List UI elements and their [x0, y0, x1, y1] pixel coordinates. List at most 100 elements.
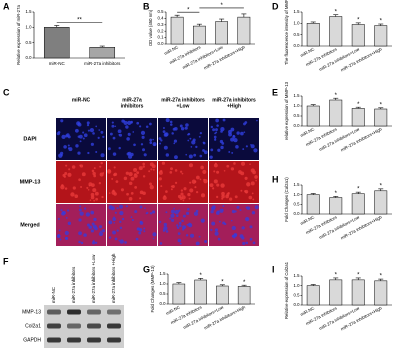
cell	[219, 139, 224, 144]
cell	[200, 218, 205, 223]
panel-label: I	[272, 264, 275, 274]
cell	[62, 210, 66, 215]
cell	[213, 179, 218, 184]
cell	[194, 186, 197, 189]
cell	[100, 153, 105, 158]
column-header: +High	[227, 103, 241, 109]
cell	[56, 234, 61, 239]
cell	[176, 214, 179, 218]
cell	[118, 239, 121, 242]
cell	[253, 148, 258, 153]
micrograph	[56, 161, 106, 203]
cell	[149, 141, 153, 145]
y-tick-label: 1.0	[294, 20, 301, 25]
cell	[119, 226, 123, 230]
x-tick-label: miR-NC	[163, 44, 179, 56]
significance-label: *	[357, 102, 360, 108]
column-header: miR-27a inhibitors +Low	[91, 254, 96, 303]
cell	[141, 135, 145, 139]
bar	[374, 190, 388, 215]
cell	[214, 137, 217, 140]
bar	[329, 279, 343, 306]
cell	[244, 121, 248, 124]
cell	[212, 187, 215, 190]
cell	[214, 228, 219, 232]
cell	[180, 189, 184, 192]
blot-band	[67, 323, 81, 329]
cell	[179, 242, 182, 245]
cell	[139, 197, 142, 200]
cell	[228, 129, 232, 134]
cell	[78, 208, 82, 212]
cell	[203, 178, 208, 184]
cell	[236, 205, 240, 209]
cell	[86, 124, 90, 127]
cell	[230, 219, 233, 222]
cell	[216, 183, 220, 187]
significance-label: *	[221, 279, 224, 285]
cell	[174, 155, 178, 160]
cell	[254, 175, 258, 179]
cell	[134, 173, 137, 176]
x-tick-label: miR-NC	[299, 46, 315, 58]
cell	[75, 128, 79, 133]
cell	[210, 228, 213, 232]
cell	[65, 217, 68, 219]
significance-label: *	[187, 7, 190, 13]
cell	[98, 182, 102, 185]
cell	[244, 190, 247, 193]
cell	[72, 186, 76, 190]
cell	[170, 185, 173, 188]
cell	[204, 240, 208, 244]
cell	[215, 118, 219, 123]
cell	[249, 225, 253, 229]
cell	[130, 176, 135, 181]
bar	[237, 16, 251, 45]
cell	[68, 168, 71, 171]
cell	[92, 240, 95, 242]
cell	[148, 170, 151, 173]
column-header: miR-27a inhibitors	[161, 97, 205, 103]
cell	[66, 133, 70, 137]
cell	[131, 218, 134, 222]
cell	[78, 218, 82, 222]
bar	[351, 279, 365, 306]
cell	[170, 188, 173, 191]
cell	[239, 209, 242, 212]
cell	[119, 239, 124, 244]
cell	[209, 155, 213, 159]
y-tick-label: 1.5	[26, 9, 33, 14]
cell	[222, 205, 225, 208]
cell	[177, 238, 182, 243]
cell	[78, 178, 81, 182]
cell	[64, 187, 68, 190]
cell	[240, 189, 243, 192]
y-tick-label: 1.5	[294, 93, 301, 98]
cell	[118, 133, 121, 136]
significance-label: *	[335, 93, 338, 99]
cell	[242, 148, 245, 151]
cell	[101, 229, 105, 233]
cell	[198, 135, 201, 138]
x-tick-label: miR-NC	[49, 61, 66, 66]
cell	[153, 144, 156, 147]
cell	[100, 161, 103, 165]
cell	[244, 176, 248, 180]
cell	[170, 213, 175, 218]
cell	[220, 127, 225, 132]
y-axis-label: OD value (450 nm)	[148, 9, 153, 46]
cell	[119, 220, 122, 224]
cell	[254, 205, 259, 210]
cell	[228, 132, 232, 137]
blot-band	[107, 323, 121, 329]
panel-label: A	[3, 1, 10, 11]
cell	[112, 217, 116, 222]
cell	[178, 221, 182, 225]
cell	[241, 226, 245, 230]
cell	[165, 211, 168, 214]
cell	[77, 151, 81, 155]
cell	[90, 210, 95, 215]
cell	[195, 241, 200, 246]
cell	[187, 192, 191, 197]
column-header: miR-27a inhibitors +High	[111, 253, 116, 303]
